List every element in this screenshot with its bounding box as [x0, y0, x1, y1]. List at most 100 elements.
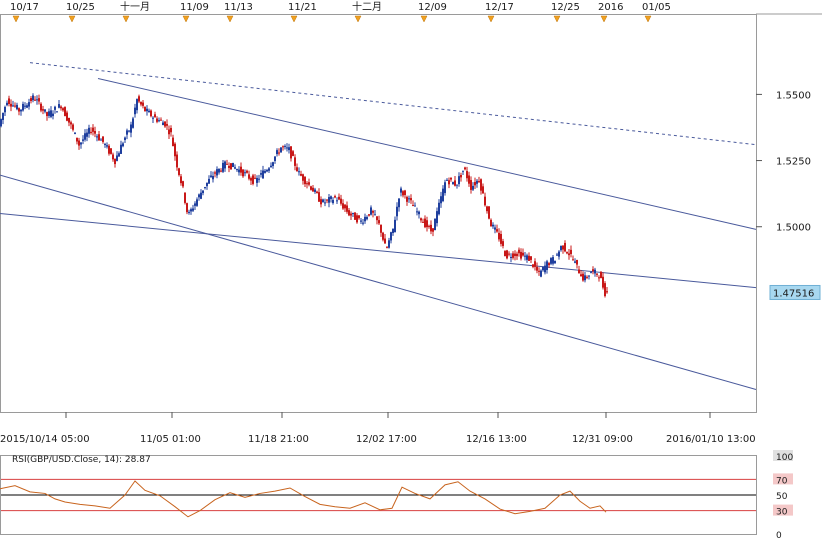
date-marker [182, 15, 190, 23]
candle-body [58, 104, 60, 108]
candle-body [180, 176, 182, 184]
candle-body [176, 154, 178, 168]
candle-body [452, 182, 454, 185]
candle-body [76, 137, 78, 142]
candle-body [254, 177, 256, 179]
candle-body [268, 168, 270, 171]
candle-body [356, 215, 358, 223]
candle-body [472, 185, 474, 190]
candle-body [582, 273, 584, 281]
candle-body [510, 257, 512, 259]
candle-body [20, 109, 22, 112]
trendlines[interactable] [0, 62, 757, 390]
candle-body [78, 140, 80, 146]
candle-body [186, 203, 188, 213]
candle-body [150, 110, 152, 117]
candle-body [26, 105, 28, 108]
candle-body [352, 212, 354, 214]
candle-body [292, 151, 294, 156]
candle-body [558, 251, 560, 257]
candle-body [526, 255, 528, 260]
candle-body [220, 170, 222, 172]
candle-body [324, 202, 326, 204]
candle-body [382, 232, 384, 240]
candle-body [592, 269, 594, 272]
candle-body [326, 199, 328, 201]
candle-body [320, 199, 322, 205]
candle-body [6, 102, 8, 106]
candle-body [406, 196, 408, 202]
candle-body [358, 215, 360, 219]
candle-body [198, 194, 200, 198]
candle-body [30, 98, 32, 101]
candle-body [64, 107, 66, 117]
candle-body [530, 256, 532, 260]
candle-body [522, 252, 524, 256]
rsi-tick-bg [773, 504, 793, 516]
candle-body [216, 169, 218, 176]
trendline [29, 62, 757, 146]
candle-body [264, 170, 266, 173]
candle-body [72, 124, 74, 130]
candle-body [66, 112, 68, 121]
top-date-label: 十二月 [352, 0, 382, 13]
candle-body [422, 221, 424, 223]
candle-body [316, 191, 318, 193]
candle-body [274, 156, 276, 161]
date-marker [600, 15, 608, 23]
rsi-tick-bg [773, 473, 793, 485]
candle-body [46, 112, 48, 117]
candle-body [562, 245, 564, 250]
date-marker [122, 15, 130, 23]
candle-body [438, 202, 440, 215]
candle-body [560, 245, 562, 251]
date-marker [487, 15, 495, 23]
candle-body [434, 218, 436, 231]
top-date-label: 十一月 [120, 0, 150, 13]
candle-body [82, 139, 84, 141]
candle-body [146, 108, 148, 112]
candle-body [456, 184, 458, 186]
top-date-label: 12/25 [551, 2, 580, 13]
candle-body [52, 113, 54, 117]
candle-body [328, 197, 330, 203]
candle-body [474, 182, 476, 186]
candle-body [464, 167, 466, 170]
candle-body [446, 179, 448, 181]
candle-body [54, 106, 56, 110]
candle-body [226, 163, 228, 165]
candle-body [48, 111, 50, 116]
top-date-label: 10/25 [66, 2, 95, 13]
candle-body [566, 252, 568, 254]
candle-body [182, 181, 184, 187]
candle-body [426, 220, 428, 228]
candle-body [160, 119, 162, 121]
candle-body [304, 176, 306, 185]
candle-body [394, 219, 396, 233]
candle-body [138, 96, 140, 102]
candle-body [4, 106, 6, 113]
candle-body [108, 145, 110, 154]
candle-body [194, 203, 196, 206]
rsi-levels [1, 478, 756, 512]
rsi-tick-label: 0 [776, 531, 782, 540]
candle-body [134, 107, 136, 115]
candle-body [354, 212, 356, 220]
candle-body [266, 169, 268, 172]
candle-body [110, 148, 112, 154]
candle-body [350, 213, 352, 216]
candle-body [380, 224, 382, 233]
candle-body [90, 131, 92, 133]
current-price-label: 1.47516 [773, 288, 814, 299]
candle-body [120, 144, 122, 154]
candle-body [260, 173, 262, 175]
candle-body [502, 241, 504, 246]
candle-body [468, 175, 470, 184]
candle-body [262, 170, 264, 179]
candle-body [228, 165, 230, 168]
candle-body [338, 196, 340, 200]
candle-body [402, 191, 404, 196]
candle-body [588, 275, 590, 277]
